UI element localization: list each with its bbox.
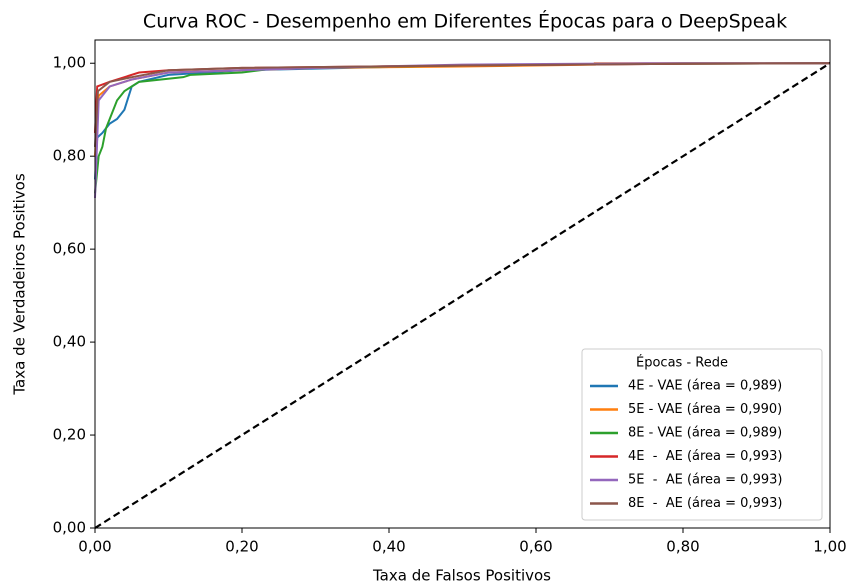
y-tick-label: 0,20	[53, 426, 86, 444]
y-tick-label: 0,80	[53, 147, 86, 165]
y-axis-label: Taxa de Verdadeiros Positivos	[11, 173, 29, 395]
legend-label: 8E - AE (área = 0,993)	[628, 496, 782, 511]
legend-title: Épocas - Rede	[636, 355, 728, 371]
x-axis-label: Taxa de Falsos Positivos	[372, 567, 551, 585]
legend-label: 8E - VAE (área = 0,989)	[628, 426, 782, 441]
roc-line	[94, 62, 831, 147]
x-tick-label: 0,60	[519, 538, 552, 556]
legend-box	[581, 348, 823, 521]
chart-title: Curva ROC - Desempenho em Diferentes Épo…	[143, 10, 787, 33]
roc-line	[94, 62, 831, 194]
y-tick-label: 0,40	[53, 333, 86, 351]
y-tick-label: 1,00	[53, 54, 86, 72]
x-tick-label: 0,00	[78, 538, 111, 556]
roc-line	[94, 62, 830, 157]
y-tick-label: 0,00	[53, 519, 86, 537]
legend-label: 4E - AE (área = 0,993)	[628, 449, 782, 464]
x-tick-label: 0,40	[372, 538, 405, 556]
legend-label: 5E - AE (área = 0,993)	[628, 473, 782, 488]
x-tick-label: 1,00	[813, 538, 846, 556]
plot-frame	[94, 39, 831, 529]
roc-line	[94, 62, 830, 180]
legend-label: 5E - VAE (área = 0,990)	[628, 402, 782, 417]
roc-line	[94, 62, 830, 199]
y-tick-label: 0,60	[53, 240, 86, 258]
x-tick-label: 0,20	[225, 538, 258, 556]
legend-label: 4E - VAE (área = 0,989)	[628, 379, 782, 394]
x-tick-label: 0,80	[666, 538, 699, 556]
reference-line	[94, 62, 831, 529]
